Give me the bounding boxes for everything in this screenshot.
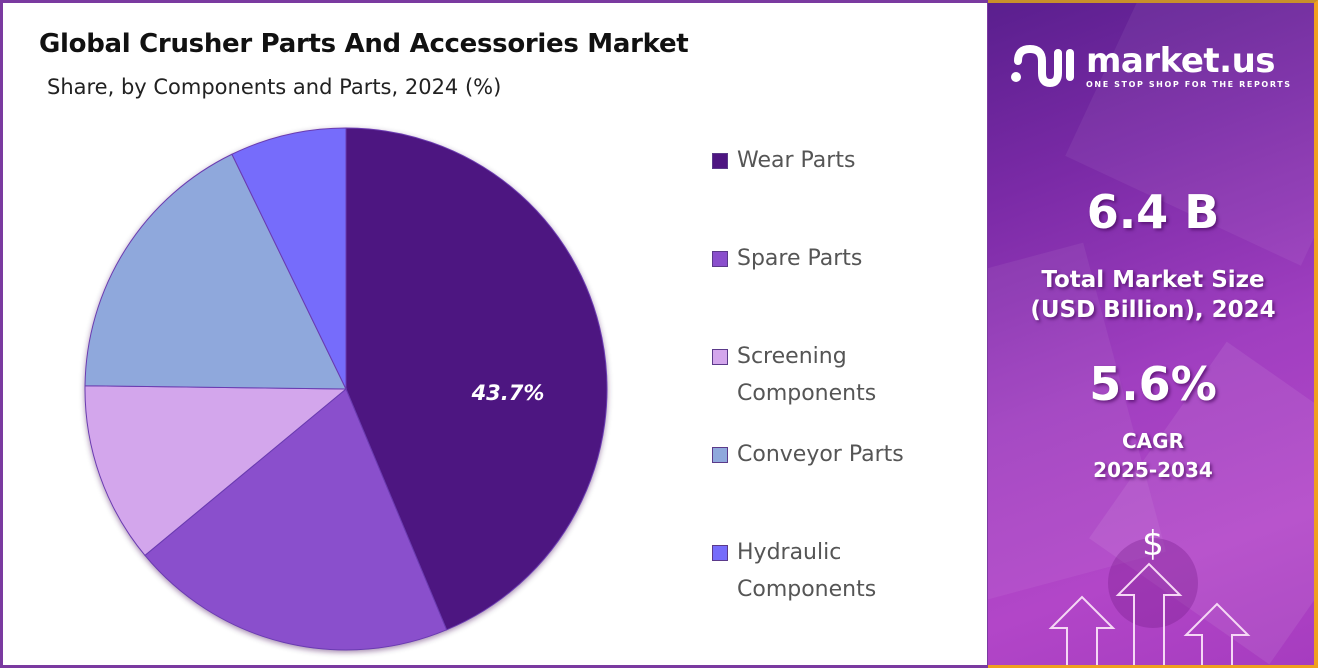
legend-item-wear-parts: Wear Parts	[712, 145, 972, 179]
market-size-label: Total Market Size (USD Billion), 2024	[1030, 267, 1276, 323]
chart-subtitle: Share, by Components and Parts, 2024 (%)	[47, 75, 502, 99]
legend-label: Conveyor Parts	[737, 442, 904, 467]
legend-label: Screening Components	[737, 344, 877, 406]
legend-swatch	[712, 447, 728, 463]
pie-slice-spare-parts	[144, 388, 448, 651]
legend-swatch	[712, 251, 728, 267]
brand-tagline: ONE STOP SHOP FOR THE REPORTS	[1086, 79, 1292, 89]
pie-chart: 43.7%	[84, 127, 608, 651]
cagr-label: CAGR 2025-2034	[1093, 429, 1213, 482]
summary-panel: market.us ONE STOP SHOP FOR THE REPORTS …	[988, 0, 1318, 668]
market-us-logo-icon	[1011, 44, 1074, 88]
legend-label: Spare Parts	[737, 246, 863, 271]
chart-title: Global Crusher Parts And Accessories Mar…	[39, 29, 689, 59]
pie-slice-conveyor-parts	[84, 153, 347, 390]
pie-slice-wear-parts	[345, 127, 608, 631]
legend-label: Hydraulic Components	[737, 540, 877, 602]
legend-item-spare-parts: Spare Parts	[712, 243, 972, 277]
brand-name: market.us	[1086, 40, 1276, 81]
legend-item-conveyor-parts: Conveyor Parts	[712, 439, 972, 473]
pie-slices	[84, 127, 608, 651]
legend-item-hydraulic-components: Hydraulic Components	[712, 537, 972, 608]
legend-swatch	[712, 349, 728, 365]
legend-swatch	[712, 153, 728, 169]
slice-label-wear-parts: 43.7%	[471, 381, 545, 405]
cagr-value: 5.6%	[1089, 357, 1217, 411]
legend-swatch	[712, 545, 728, 561]
brand-logo: market.us ONE STOP SHOP FOR THE REPORTS	[1008, 43, 1292, 89]
legend-item-screening-components: Screening Components	[712, 341, 972, 412]
market-size-value: 6.4 B	[1086, 185, 1220, 239]
pie-slice-screening-components	[84, 385, 348, 557]
legend-label: Wear Parts	[737, 148, 856, 173]
dollar-icon: $	[1142, 524, 1164, 564]
growth-arrows-icon: $	[1048, 524, 1251, 665]
pie-slice-hydraulic-components	[231, 127, 347, 390]
